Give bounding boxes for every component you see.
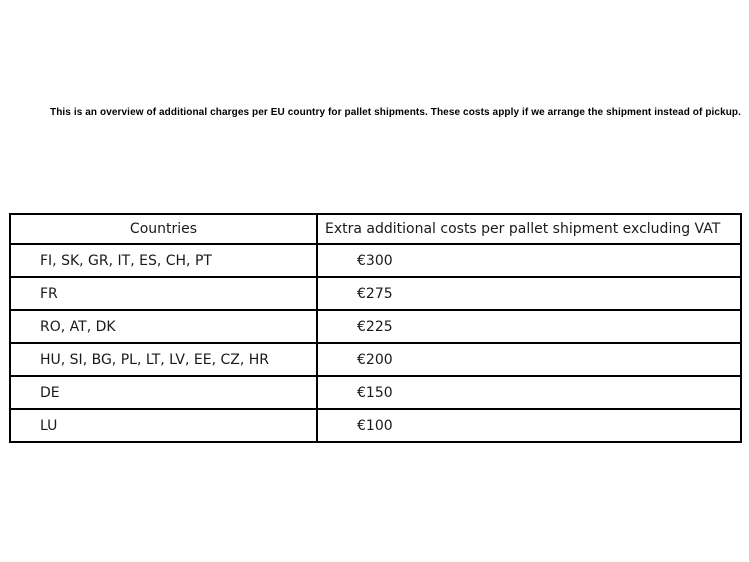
countries-cell: FI, SK, GR, IT, ES, CH, PT <box>9 243 318 278</box>
cost-cell: €150 <box>316 375 742 410</box>
countries-cell: LU <box>9 408 318 443</box>
cost-cell: €275 <box>316 276 742 311</box>
intro-text: This is an overview of additional charge… <box>50 107 742 118</box>
table-row: FI, SK, GR, IT, ES, CH, PT €300 <box>9 243 742 278</box>
table-header-row: Countries Extra additional costs per pal… <box>9 213 742 245</box>
costs-column-header: Extra additional costs per pallet shipme… <box>316 213 742 245</box>
cost-cell: €300 <box>316 243 742 278</box>
table-row: RO, AT, DK €225 <box>9 309 742 344</box>
countries-cell: DE <box>9 375 318 410</box>
pallet-charges-table: Countries Extra additional costs per pal… <box>9 213 742 443</box>
cost-cell: €100 <box>316 408 742 443</box>
table-row: FR €275 <box>9 276 742 311</box>
countries-cell: RO, AT, DK <box>9 309 318 344</box>
table-row: DE €150 <box>9 375 742 410</box>
cost-cell: €200 <box>316 342 742 377</box>
pricing-table-container: Countries Extra additional costs per pal… <box>9 213 742 443</box>
countries-cell: FR <box>9 276 318 311</box>
countries-cell: HU, SI, BG, PL, LT, LV, EE, CZ, HR <box>9 342 318 377</box>
cost-cell: €225 <box>316 309 742 344</box>
table-row: LU €100 <box>9 408 742 443</box>
countries-column-header: Countries <box>9 213 318 245</box>
table-row: HU, SI, BG, PL, LT, LV, EE, CZ, HR €200 <box>9 342 742 377</box>
